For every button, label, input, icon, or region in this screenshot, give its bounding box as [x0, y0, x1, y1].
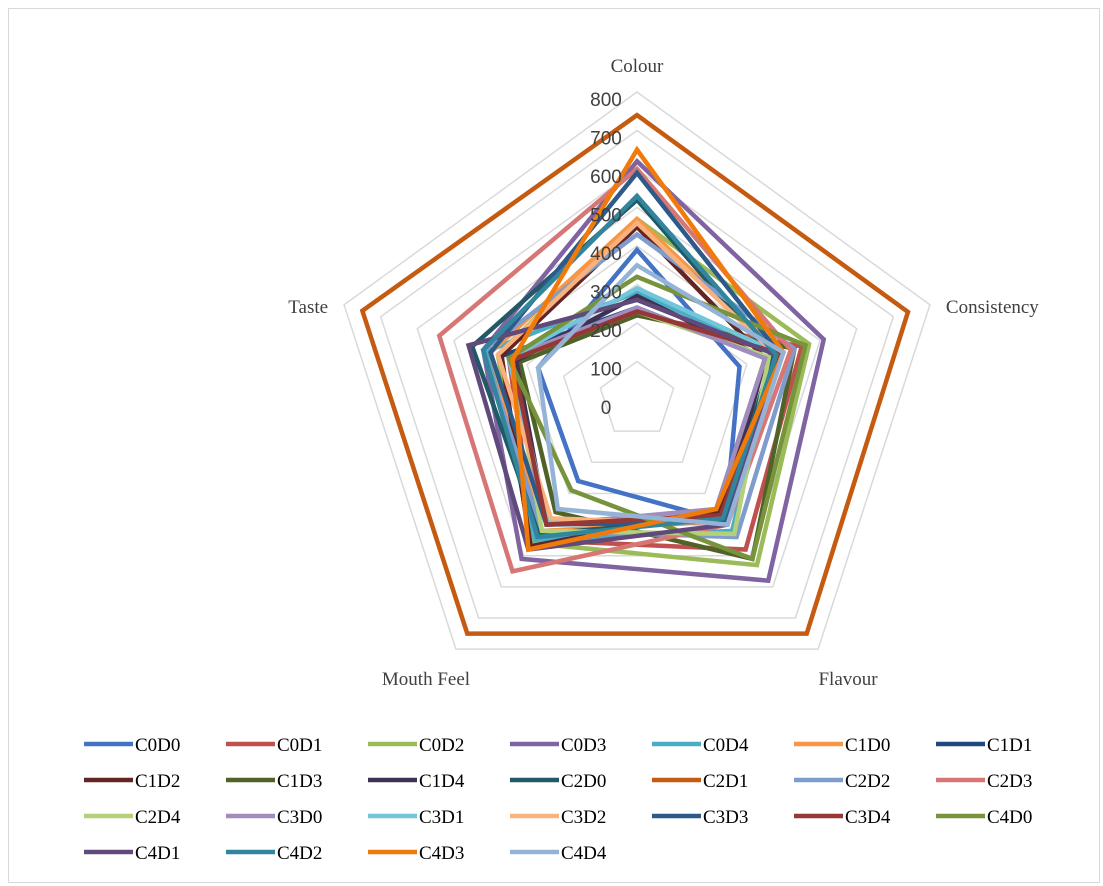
series-line-C0D3 [480, 157, 827, 584]
series-lines [359, 112, 911, 636]
legend-label: C1D2 [135, 771, 180, 792]
legend-item-C3D3: C3D3 [652, 807, 748, 828]
legend-label: C2D2 [845, 771, 890, 792]
legend-label: C4D3 [419, 843, 464, 864]
legend: C0D0 C0D1 C0D2 C0D3 C0D4 C1D0 C1D1 C1D2 C1D3 C1D4… [84, 735, 1032, 864]
legend-item-C4D4: C4D4 [510, 843, 607, 864]
legend-label: C0D1 [277, 735, 322, 756]
legend-label: C4D1 [135, 843, 180, 864]
legend-label: C1D3 [277, 771, 322, 792]
legend-item-C2D1: C2D1 [652, 771, 748, 792]
category-label-mouth-feel: Mouth Feel [382, 669, 470, 690]
series-line-C4D3 [510, 145, 787, 553]
legend-label: C3D1 [419, 807, 464, 828]
tick-label: 700 [590, 129, 622, 150]
legend-label: C2D0 [561, 771, 606, 792]
tick-label: 300 [590, 283, 622, 304]
legend-label: C3D0 [277, 807, 322, 828]
radial-axis-ticks: 0 100 200 300 400 500 600 700 800 [590, 90, 622, 419]
tick-label: 200 [590, 321, 622, 342]
legend-item-C1D0: C1D0 [794, 735, 890, 756]
legend-item-C0D3: C0D3 [510, 735, 606, 756]
tick-label: 600 [590, 167, 622, 188]
legend-item-C0D4: C0D4 [652, 735, 749, 756]
gridline-ring [562, 322, 712, 464]
tick-label: 500 [590, 206, 622, 227]
gridline-ring [379, 129, 895, 619]
legend-label: C2D1 [703, 771, 748, 792]
legend-item-C2D4: C2D4 [84, 807, 181, 828]
legend-label: C0D2 [419, 735, 464, 756]
category-label-taste: Taste [288, 297, 328, 318]
legend-label: C3D2 [561, 807, 606, 828]
legend-label: C0D3 [561, 735, 606, 756]
legend-item-C4D2: C4D2 [226, 843, 322, 864]
legend-label: C1D0 [845, 735, 890, 756]
legend-label: C4D2 [277, 843, 322, 864]
legend-label: C4D4 [561, 843, 607, 864]
legend-label: C1D4 [419, 771, 465, 792]
legend-item-C1D3: C1D3 [226, 771, 322, 792]
legend-item-C2D2: C2D2 [794, 771, 890, 792]
legend-label: C2D4 [135, 807, 181, 828]
series-line-C2D3 [436, 165, 794, 574]
series-line-C4D4 [535, 262, 787, 527]
legend-label: C0D4 [703, 735, 749, 756]
legend-item-C0D0: C0D0 [84, 735, 180, 756]
legend-item-C4D1: C4D1 [84, 843, 180, 864]
legend-item-C3D4: C3D4 [794, 807, 891, 828]
legend-item-C4D3: C4D3 [368, 843, 464, 864]
tick-label: 100 [590, 360, 622, 381]
legend-item-C3D0: C3D0 [226, 807, 322, 828]
legend-item-C3D2: C3D2 [510, 807, 606, 828]
legend-label: C0D0 [135, 735, 180, 756]
legend-item-C2D0: C2D0 [510, 771, 606, 792]
radar-grid [343, 91, 931, 650]
tick-label: 400 [590, 244, 622, 265]
legend-label: C3D4 [845, 807, 891, 828]
legend-label: C4D0 [987, 807, 1032, 828]
legend-item-C3D1: C3D1 [368, 807, 464, 828]
legend-item-C1D4: C1D4 [368, 771, 465, 792]
tick-label: 800 [590, 90, 622, 111]
legend-item-C1D2: C1D2 [84, 771, 180, 792]
legend-item-C2D3: C2D3 [936, 771, 1032, 792]
category-label-flavour: Flavour [818, 669, 878, 690]
category-label-consistency: Consistency [946, 297, 1039, 318]
legend-item-C0D2: C0D2 [368, 735, 464, 756]
category-label-colour: Colour [611, 56, 664, 77]
legend-label: C2D3 [987, 771, 1032, 792]
gridline-ring [416, 168, 858, 588]
category-labels: Colour Consistency Flavour Mouth Feel Taste [288, 56, 1039, 690]
legend-item-C4D0: C4D0 [936, 807, 1032, 828]
gridline-ring [599, 360, 675, 432]
legend-item-C0D1: C0D1 [226, 735, 322, 756]
gridline-ring [343, 91, 931, 650]
legend-label: C1D1 [987, 735, 1032, 756]
legend-label: C3D3 [703, 807, 748, 828]
tick-label: 0 [601, 398, 612, 419]
legend-item-C1D1: C1D1 [936, 735, 1032, 756]
series-line-C2D1 [359, 112, 911, 636]
gridline-ring [453, 206, 821, 557]
